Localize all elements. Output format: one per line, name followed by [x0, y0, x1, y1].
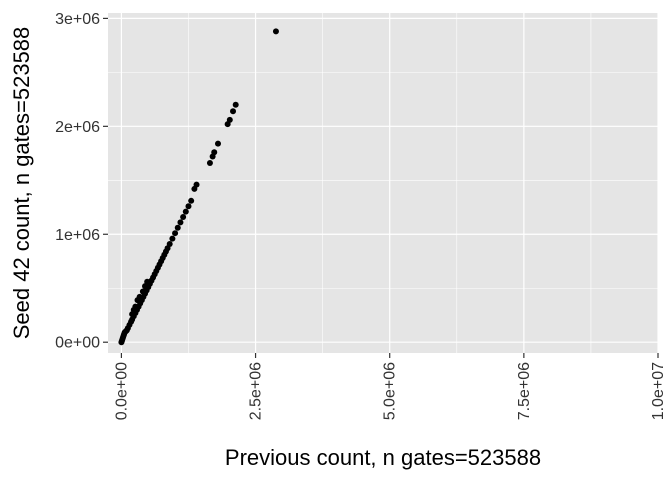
data-point [226, 116, 233, 123]
x-tick-label: 2.5e+06 [248, 362, 265, 420]
y-axis-title: Seed 42 count, n gates=523588 [9, 27, 34, 340]
data-point [136, 293, 143, 300]
data-point [182, 208, 189, 215]
data-point [180, 214, 187, 220]
y-axis-ticks: 0e+00 1e+06 2e+06 3e+06 [55, 11, 108, 352]
x-tick-label: 1.0e+07 [650, 362, 667, 420]
data-point [132, 303, 139, 310]
data-points [118, 28, 279, 346]
y-tick-label: 1e+06 [55, 227, 100, 244]
y-tick-label: 3e+06 [55, 11, 100, 28]
data-point [206, 160, 213, 167]
data-point [177, 219, 184, 226]
x-tick-label: 7.5e+06 [516, 362, 533, 420]
data-point [188, 197, 195, 204]
plot-panel [108, 13, 658, 353]
x-axis-ticks: 0.0e+00 2.5e+06 5.0e+06 7.5e+06 1.0e+07 [113, 353, 667, 420]
data-point [211, 149, 218, 156]
data-point [166, 240, 173, 247]
data-point [230, 108, 237, 115]
data-point [144, 278, 151, 285]
x-tick-label: 0.0e+00 [113, 362, 130, 420]
data-point [185, 203, 192, 210]
major-gridlines [108, 13, 659, 353]
data-point [215, 140, 221, 147]
data-point [272, 28, 279, 35]
y-tick-label: 0e+00 [55, 335, 100, 352]
minor-gridlines [108, 13, 658, 353]
data-point [172, 230, 179, 237]
data-point [169, 235, 176, 242]
y-tick-label: 2e+06 [55, 119, 100, 136]
x-axis-title: Previous count, n gates=523588 [225, 445, 541, 470]
x-tick-label: 5.0e+06 [382, 362, 399, 420]
data-point [232, 101, 239, 108]
data-point [174, 224, 181, 231]
data-point [139, 288, 146, 295]
data-point [193, 181, 200, 188]
